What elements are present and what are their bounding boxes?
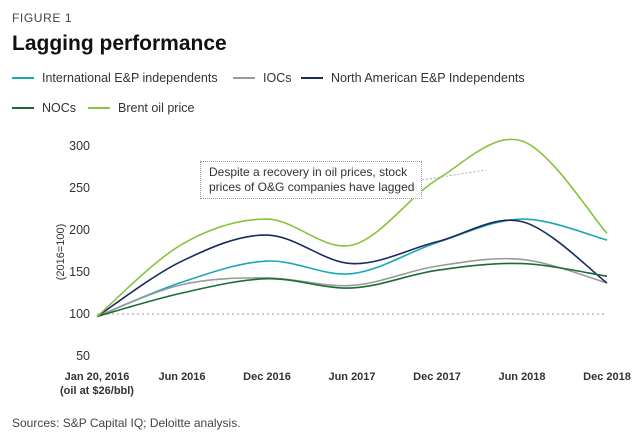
x-tick-label: Jun 2016 bbox=[158, 371, 205, 383]
legend-item-iocs: IOCs bbox=[233, 71, 291, 85]
x-tick-label: Dec 2018 bbox=[583, 371, 631, 383]
legend-swatch-brent bbox=[88, 106, 110, 109]
legend-swatch-nocs bbox=[12, 106, 34, 109]
series-line-nocs bbox=[96, 262, 608, 318]
legend-item-brent: Brent oil price bbox=[88, 101, 194, 115]
legend-item-intl-ep: International E&P independents bbox=[12, 71, 218, 85]
annotation-line-1: Despite a recovery in oil prices, stock bbox=[209, 165, 408, 179]
chart-title: Lagging performance bbox=[12, 32, 227, 55]
legend-label-iocs: IOCs bbox=[263, 71, 292, 85]
legend-swatch-na-ep bbox=[301, 76, 323, 79]
series-line-na-ep bbox=[96, 219, 608, 318]
legend-label-nocs: NOCs bbox=[42, 101, 77, 115]
x-axis: Jan 20, 2016 (oil at $26/bbl) Jun 2016 Dec … bbox=[60, 371, 631, 397]
y-tick-label: 300 bbox=[69, 139, 90, 153]
annotation-box: Despite a recovery in oil prices, stock … bbox=[200, 161, 422, 199]
series-line-intl-ep bbox=[96, 218, 608, 318]
figure-label: FIGURE 1 bbox=[12, 11, 73, 25]
series-lines bbox=[96, 138, 608, 318]
x-tick-label: Jun 2017 bbox=[328, 371, 375, 383]
source-note: Sources: S&P Capital IQ; Deloitte analys… bbox=[12, 416, 241, 430]
y-tick-label: 250 bbox=[69, 181, 90, 195]
legend-swatch-iocs bbox=[233, 76, 255, 79]
x-tick-label: Jun 2018 bbox=[498, 371, 545, 383]
x-tick-label: Dec 2017 bbox=[413, 371, 461, 383]
y-tick-label: 200 bbox=[69, 223, 90, 237]
y-tick-label: 50 bbox=[76, 349, 90, 363]
legend-item-nocs: NOCs bbox=[12, 101, 76, 115]
annotation-pointer bbox=[421, 169, 487, 181]
x-tick-label: Dec 2016 bbox=[243, 371, 291, 383]
y-tick-label: 100 bbox=[69, 307, 90, 321]
annotation-line-2: prices of O&G companies have lagged bbox=[209, 180, 415, 194]
legend-item-na-ep: North American E&P Independents bbox=[301, 71, 525, 85]
y-axis-title: (2016=100) bbox=[55, 224, 67, 281]
x-tick-label: Jan 20, 2016 bbox=[65, 371, 130, 383]
legend-label-intl-ep: International E&P independents bbox=[42, 71, 218, 85]
legend-swatch-intl-ep bbox=[12, 76, 34, 79]
legend-label-na-ep: North American E&P Independents bbox=[331, 71, 525, 85]
legend-label-brent: Brent oil price bbox=[118, 101, 195, 115]
y-axis: 50 100 150 200 250 300 bbox=[69, 139, 90, 363]
y-tick-label: 150 bbox=[69, 265, 90, 279]
series-line-brent bbox=[96, 138, 608, 318]
series-line-iocs bbox=[96, 257, 608, 318]
x-tick-sublabel: (oil at $26/bbl) bbox=[60, 385, 134, 397]
